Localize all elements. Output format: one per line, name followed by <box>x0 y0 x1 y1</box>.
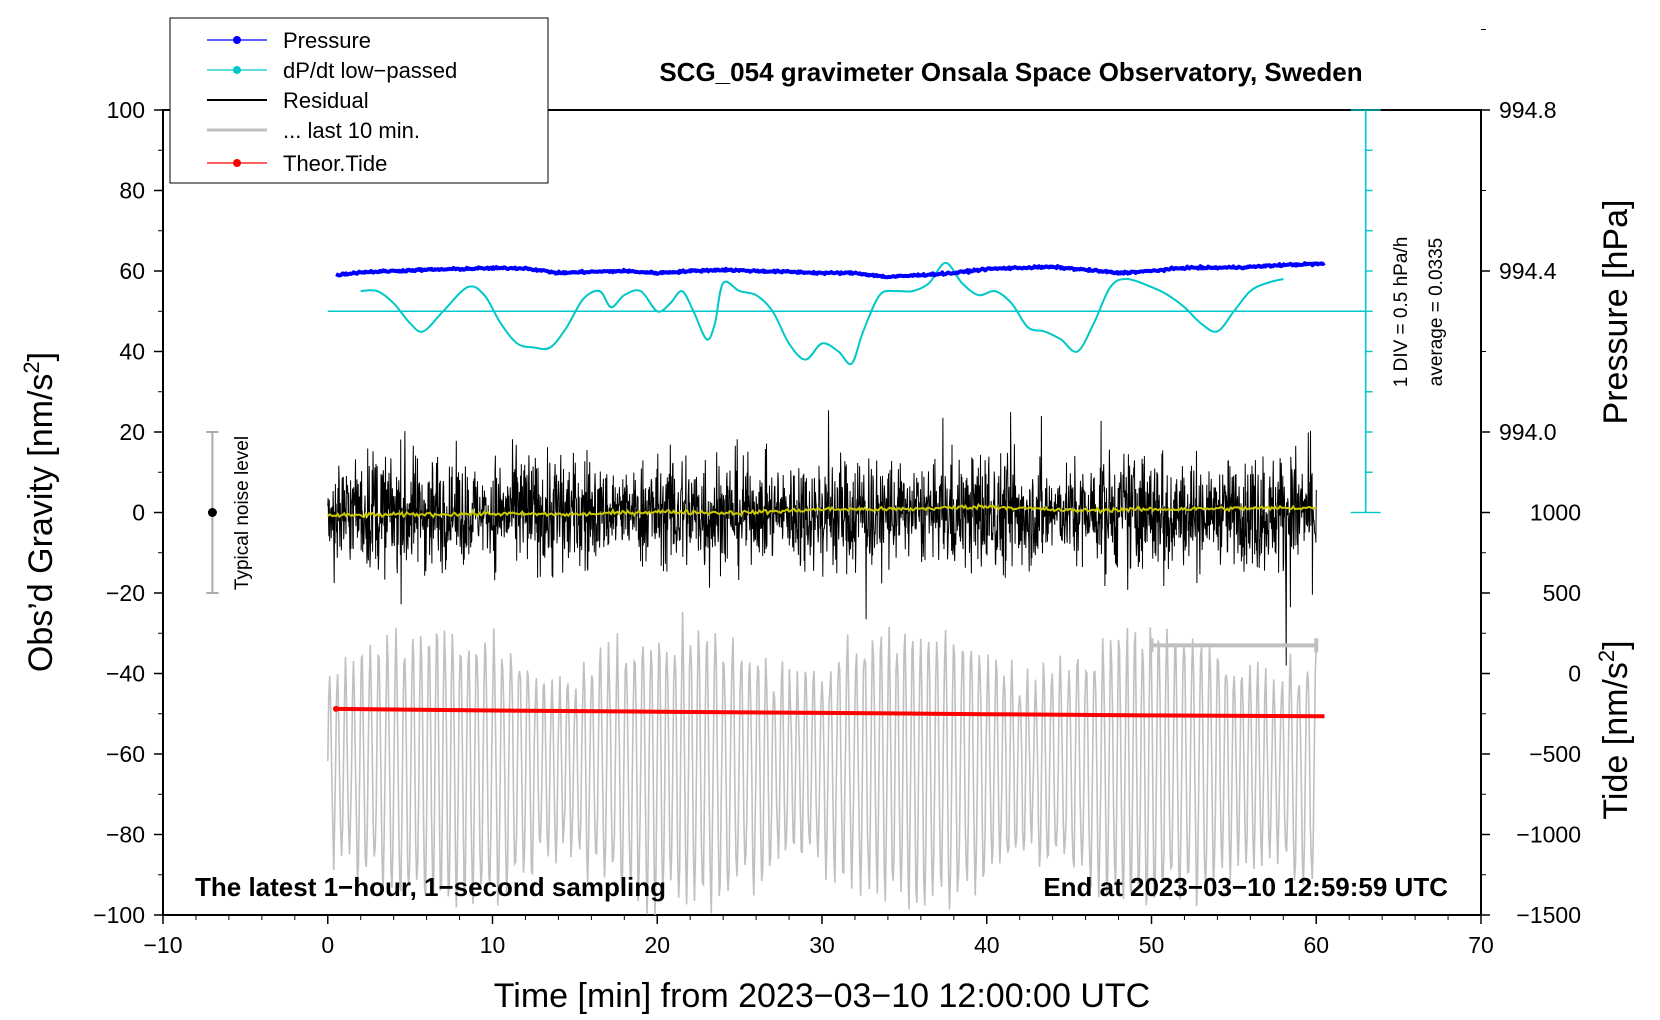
y-tick-label: −20 <box>106 580 145 606</box>
legend-label-tide: Theor.Tide <box>283 151 387 176</box>
pressure-line <box>335 261 1326 280</box>
y-axis-gravity: −100 −80 −60 −40 −20 0 20 40 60 80 100 <box>93 97 163 928</box>
dpdt-series <box>360 261 1284 366</box>
noise-bar-center <box>207 508 217 517</box>
legend-label-pressure: Pressure <box>283 28 371 53</box>
tide-start-point <box>332 705 339 712</box>
x-tick-label: 30 <box>809 932 835 958</box>
x-tick-label: 50 <box>1139 932 1165 958</box>
x-tick-label: 70 <box>1468 932 1494 958</box>
tide-axis-title-main: Tide [nm/s <box>1597 662 1635 819</box>
pressure-tick-label: 994.8 <box>1499 97 1557 123</box>
annotation-sampling: The latest 1−hour, 1−second sampling <box>195 872 666 902</box>
y-tick-label: 0 <box>132 500 145 526</box>
annotation-end-time: End at 2023−03−10 12:59:59 UTC <box>1043 872 1448 902</box>
tide-tick-label: −1500 <box>1516 902 1581 928</box>
dpdt-line <box>360 261 1284 366</box>
legend: Pressure dP/dt low−passed Residual ... l… <box>169 17 549 184</box>
tide-line <box>335 706 1325 719</box>
pressure-axis-title: Pressure [hPa] <box>1597 200 1635 425</box>
pressure-series <box>335 261 1326 280</box>
noise-level-bar <box>206 431 219 594</box>
x-tick-label: −10 <box>143 932 182 958</box>
x-tick-label: 40 <box>974 932 1000 958</box>
residual-series <box>327 410 1317 666</box>
y-axis-title-sup: 2 <box>19 361 44 373</box>
last-10-min-series <box>327 611 1318 916</box>
theoretical-tide-series <box>332 705 1325 719</box>
y-tick-label: −60 <box>106 741 145 767</box>
tide-axis-title-sup: 2 <box>1594 650 1619 662</box>
legend-label-last10: ... last 10 min. <box>283 118 420 143</box>
y-tick-label: −100 <box>93 902 145 928</box>
y-tick-label: 100 <box>107 97 145 123</box>
legend-swatch-pressure-dot <box>233 36 241 44</box>
y-axis-title: Obs’d Gravity [nm/s2] <box>19 352 60 672</box>
y-tick-label: −40 <box>106 661 145 687</box>
y-axis-tide: −1500 −1000 −500 0 500 1000 <box>1481 500 1581 928</box>
y-tick-label: 20 <box>119 419 145 445</box>
y-tick-label: 60 <box>119 258 145 284</box>
pressure-tick-label: 994.0 <box>1499 419 1557 445</box>
legend-label-residual: Residual <box>283 88 369 113</box>
residual-trend-line <box>327 502 1317 519</box>
x-tick-label: 60 <box>1303 932 1329 958</box>
x-tick-label: 0 <box>321 932 334 958</box>
annotation-div: 1 DIV = 0.5 hPa/h <box>1391 237 1412 388</box>
last-10-min-bar <box>1149 638 1319 653</box>
tide-axis-title-end: ] <box>1597 640 1635 649</box>
y-tick-label: −80 <box>106 822 145 848</box>
residual-line <box>327 410 1317 666</box>
y-tick-label: 40 <box>119 339 145 365</box>
tide-tick-label: −500 <box>1529 741 1581 767</box>
tide-tick-label: 0 <box>1568 661 1581 687</box>
x-tick-label: 20 <box>644 932 670 958</box>
annotation-noise-level: Typical noise level <box>232 436 253 590</box>
legend-swatch-tide-dot <box>233 159 241 167</box>
y-axis-title-end: ] <box>22 352 60 361</box>
x-tick-label: 10 <box>480 932 506 958</box>
tide-tick-label: 1000 <box>1530 500 1581 526</box>
legend-swatch-dpdt-dot <box>233 66 241 74</box>
x-axis: −10 0 10 20 30 40 50 60 70 <box>143 915 1494 958</box>
tide-axis-title: Tide [nm/s2] <box>1594 640 1635 819</box>
y-tick-label: 80 <box>119 178 145 204</box>
y-axis-title-main: Obs’d Gravity [nm/s <box>22 374 60 673</box>
residual-trend-series <box>327 502 1317 519</box>
dpdt-scale-bar <box>327 109 1381 514</box>
legend-label-dpdt: dP/dt low−passed <box>283 58 457 83</box>
tide-tick-label: 500 <box>1543 580 1581 606</box>
chart-title: SCG_054 gravimeter Onsala Space Observat… <box>659 57 1362 87</box>
tide-tick-label: −1000 <box>1516 822 1581 848</box>
x-axis-title: Time [min] from 2023−03−10 12:00:00 UTC <box>494 977 1150 1015</box>
last10-line <box>327 611 1318 916</box>
pressure-tick-label: 994.4 <box>1499 258 1557 284</box>
annotation-average: average = 0.0335 <box>1426 238 1447 386</box>
